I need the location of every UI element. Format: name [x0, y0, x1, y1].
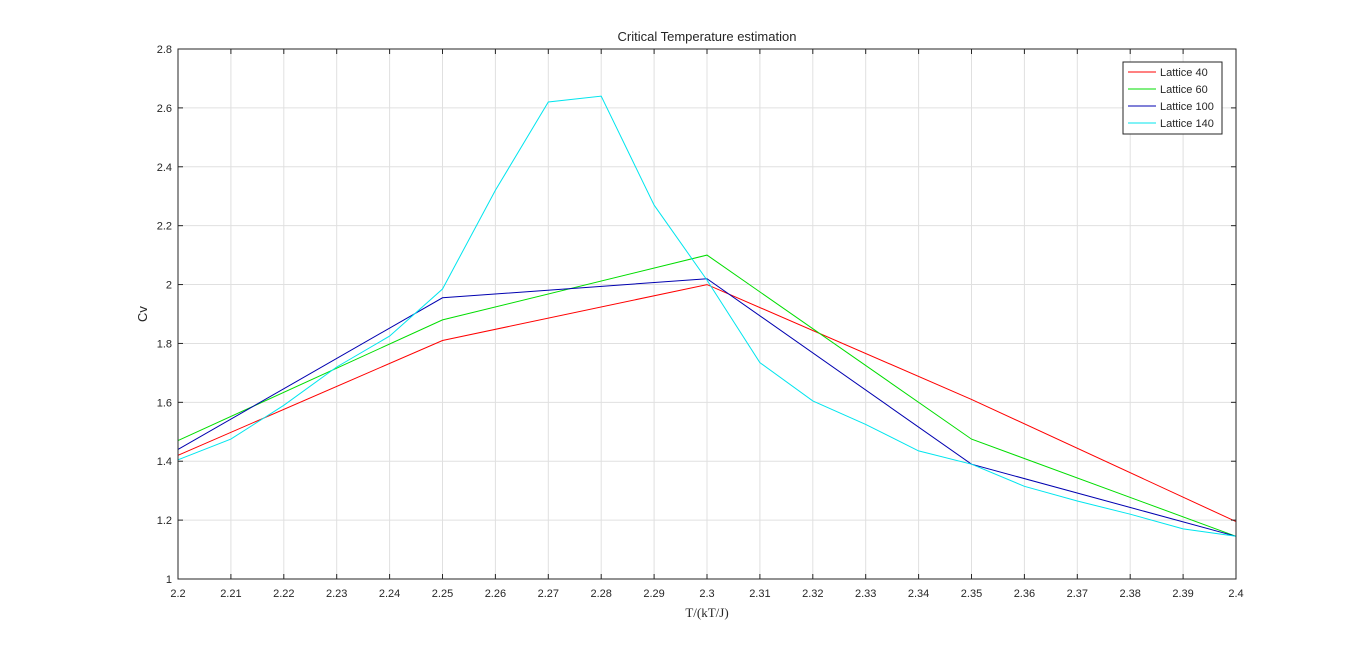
x-tick-label: 2.22	[273, 588, 294, 600]
legend: Lattice 40 Lattice 60 Lattice 100 Lattice 1…	[1122, 61, 1223, 135]
y-tick-label: 1	[166, 574, 172, 586]
x-tick-label: 2.34	[908, 588, 929, 600]
x-tick-label: 2.38	[1119, 588, 1140, 600]
legend-box	[1122, 61, 1223, 135]
series-line-lattice-140	[177, 95, 1237, 537]
y-tick-label: 1.2	[157, 515, 172, 527]
ticks: 2.2 2.21 2.22 2.23 2.24 2.25 2.26 2.27 2.28 2.29 2…	[157, 44, 1244, 600]
x-tick-label: 2.28	[590, 588, 611, 600]
x-tick-label: 2.4	[1228, 588, 1243, 600]
x-tick-label: 2.3	[699, 588, 714, 600]
y-tick-label: 2.2	[157, 221, 172, 233]
x-tick-label: 2.39	[1172, 588, 1193, 600]
x-axis-label: T/(kT/J)	[685, 605, 728, 620]
y-axis-label: Cv	[135, 306, 150, 322]
y-tick-label: 2.8	[157, 44, 172, 56]
x-tick-label: 2.2	[170, 588, 185, 600]
legend-label: Lattice 40	[1160, 67, 1208, 79]
legend-label: Lattice 60	[1160, 84, 1208, 96]
y-tick-label: 2	[166, 280, 172, 292]
y-tick-label: 2.4	[157, 162, 172, 174]
x-tick-label: 2.32	[802, 588, 823, 600]
x-tick-label: 2.31	[749, 588, 770, 600]
x-tick-label: 2.21	[220, 588, 241, 600]
chart-title: Critical Temperature estimation	[618, 29, 797, 44]
x-tick-label: 2.35	[961, 588, 982, 600]
grid	[177, 48, 1237, 580]
y-tick-label: 1.8	[157, 338, 172, 350]
x-tick-label: 2.37	[1067, 588, 1088, 600]
y-tick-label: 1.6	[157, 397, 172, 409]
x-tick-label: 2.36	[1014, 588, 1035, 600]
x-tick-label: 2.33	[855, 588, 876, 600]
x-tick-label: 2.24	[379, 588, 400, 600]
x-tick-label: 2.29	[643, 588, 664, 600]
series-line-lattice-60	[177, 254, 1237, 537]
x-tick-label: 2.26	[485, 588, 506, 600]
y-tick-label: 2.6	[157, 103, 172, 115]
legend-label: Lattice 140	[1160, 118, 1214, 130]
legend-label: Lattice 100	[1160, 101, 1214, 113]
series-line-lattice-100	[177, 278, 1237, 537]
x-tick-label: 2.25	[432, 588, 453, 600]
x-tick-label: 2.23	[326, 588, 347, 600]
y-tick-label: 1.4	[157, 456, 172, 468]
series-lines	[177, 95, 1237, 537]
series-line-lattice-40	[177, 284, 1237, 523]
x-tick-label: 2.27	[538, 588, 559, 600]
